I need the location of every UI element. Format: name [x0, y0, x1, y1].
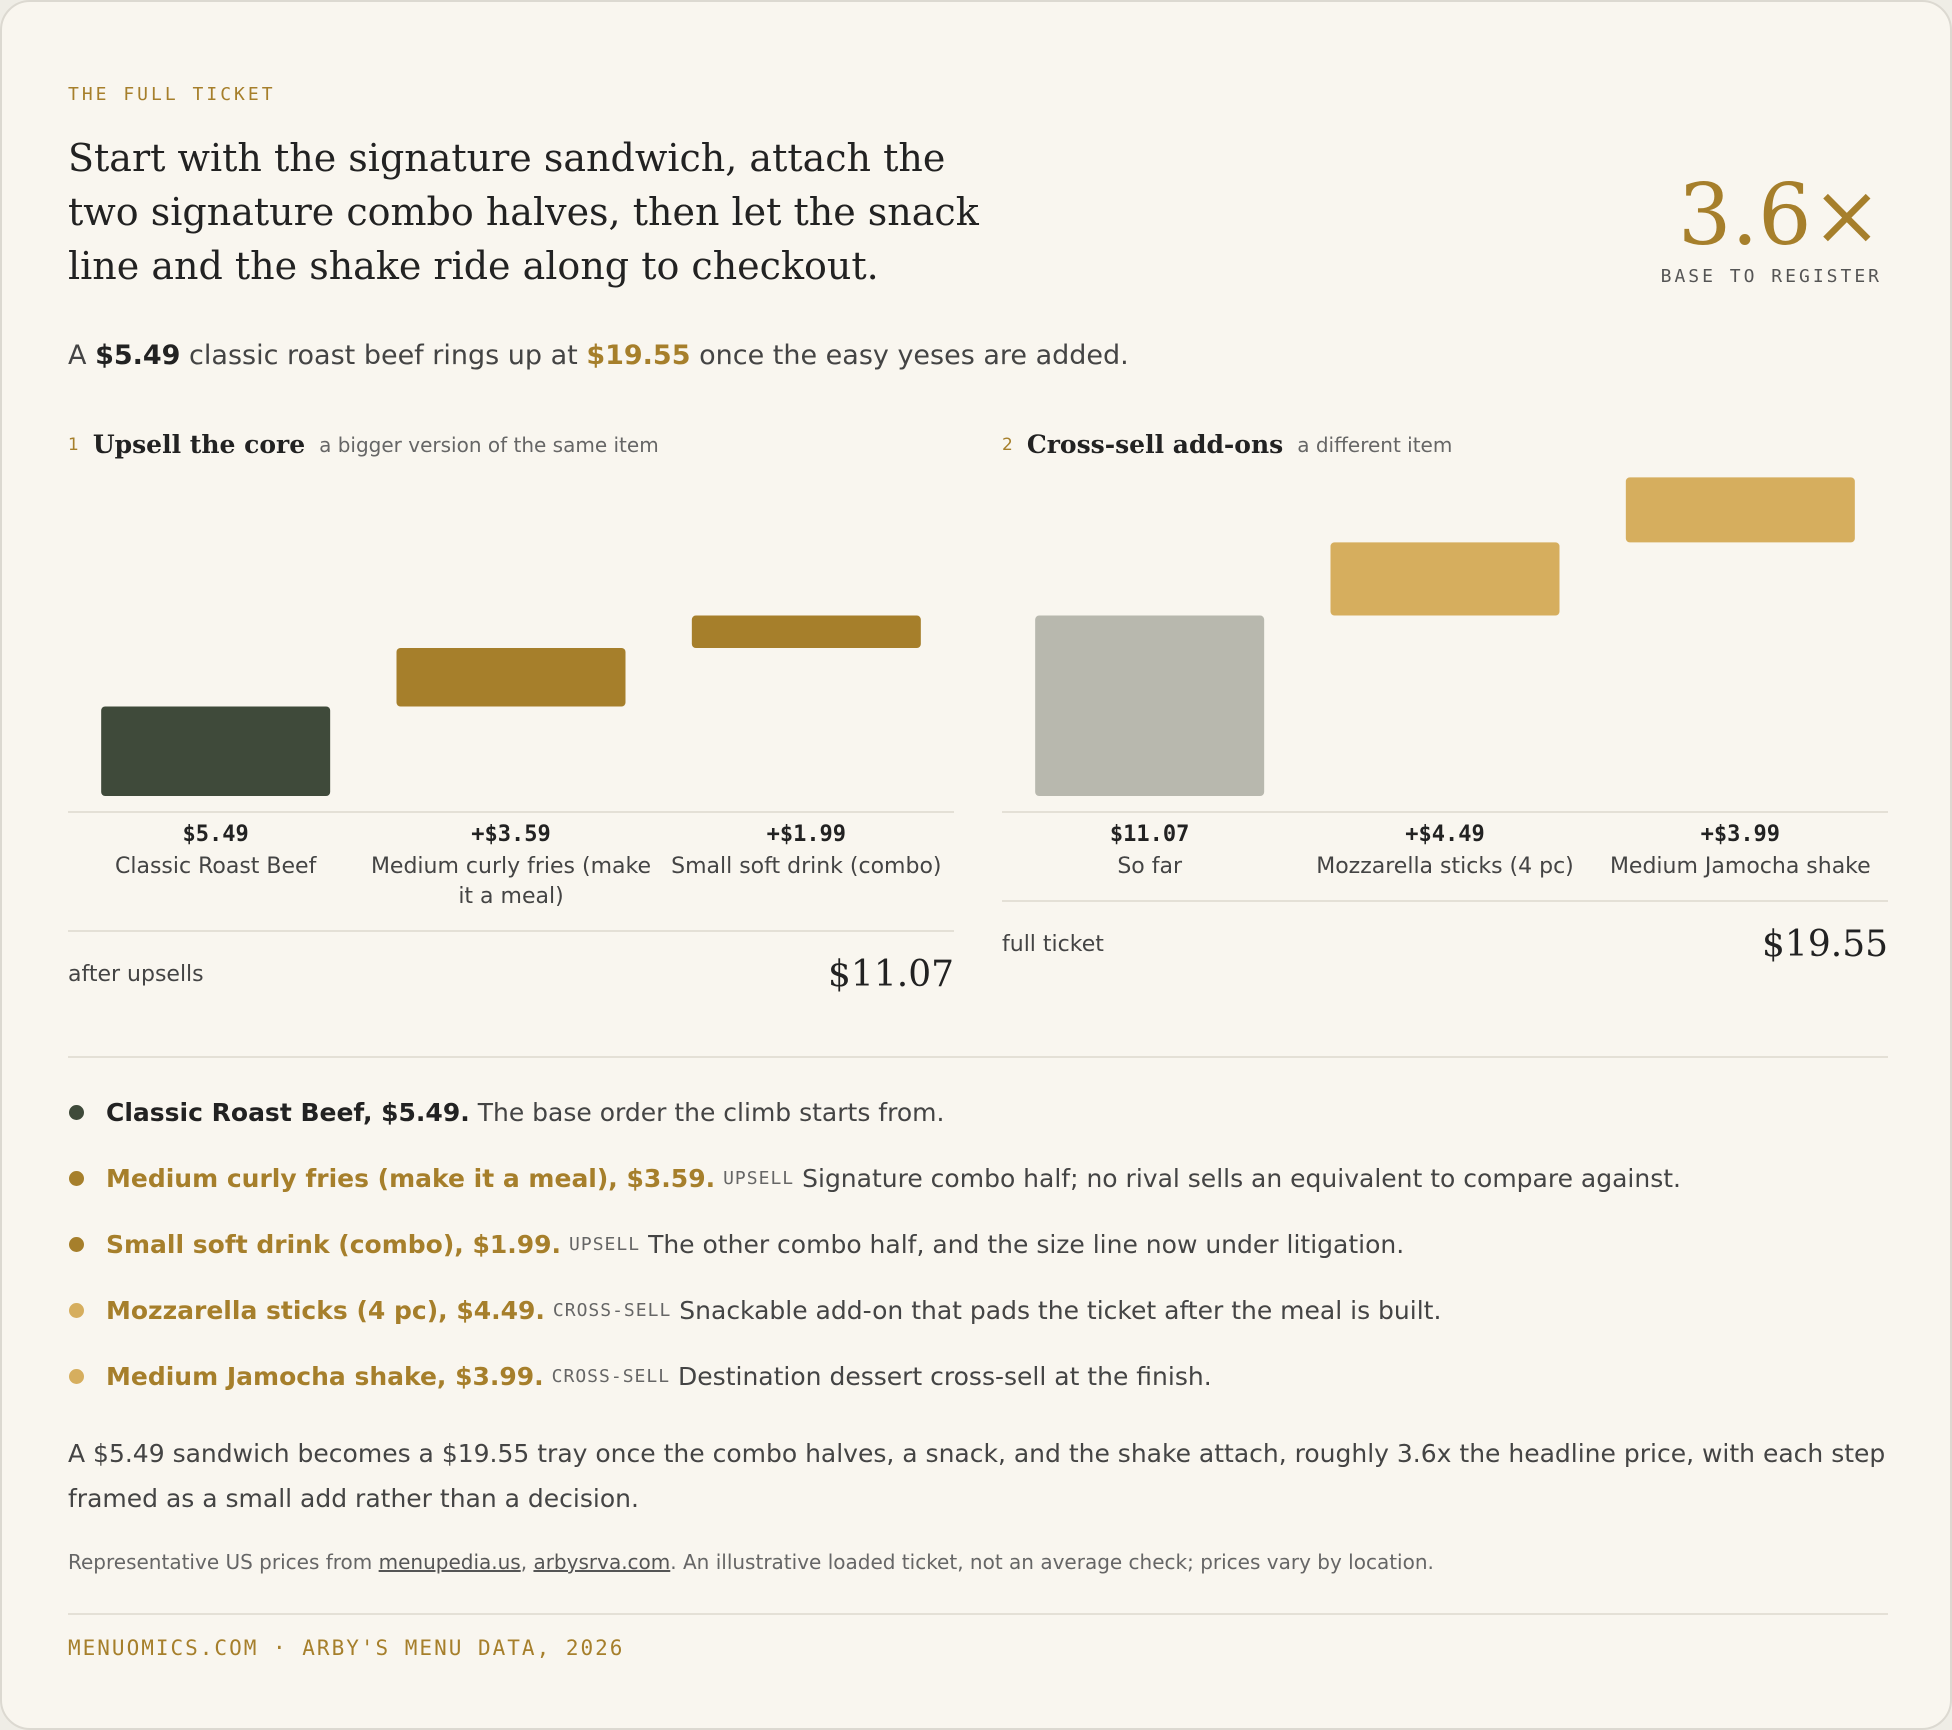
- label-column: $5.49 Classic Roast Beef: [68, 818, 363, 912]
- highlight: $5.49: [95, 340, 181, 371]
- total-row: full ticket $19.55: [1002, 902, 1888, 965]
- chart-title: Upsell the core: [92, 430, 306, 459]
- multiple: 3.6×: [1678, 166, 1882, 264]
- bar: [1035, 615, 1265, 796]
- total-value: $11.07: [828, 954, 954, 995]
- conclusion: A $5.49 sandwich becomes a $19.55 tray o…: [68, 1439, 1886, 1513]
- category-label: Classic Roast Beef: [115, 854, 317, 879]
- footer: MENUOMICS.COM · ARBY'S MENU DATA, 2026: [68, 1636, 625, 1660]
- value-label: $11.07: [1109, 822, 1190, 847]
- note-name: Medium Jamocha shake, $3.99.: [106, 1361, 544, 1391]
- note-text: Signature combo half; no rival sells an …: [802, 1163, 1681, 1193]
- category-label: Medium Jamocha shake: [1609, 854, 1871, 879]
- note-tag: UPSELL: [723, 1167, 795, 1189]
- value-label: +$3.59: [471, 822, 551, 847]
- source-link[interactable]: menupedia.us: [378, 1550, 521, 1574]
- total-name: full ticket: [1002, 932, 1104, 957]
- source-text: Representative US prices from: [68, 1550, 379, 1574]
- category-label: Small soft drink (combo): [671, 854, 942, 879]
- note-text: The base order the climb starts from.: [477, 1097, 945, 1127]
- note: Medium Jamocha shake, $3.99. CROSS-SELL De…: [68, 1343, 1888, 1409]
- bar: [691, 615, 921, 648]
- source-text: ,: [520, 1550, 534, 1574]
- chart-panel: 1 Upsell the core a bigger version of the …: [68, 427, 954, 995]
- bullet: [69, 1236, 84, 1252]
- chart-plot: [1002, 477, 1888, 813]
- note: Mozzarella sticks (4 pc), $4.49. CROSS-SE…: [68, 1277, 1888, 1343]
- notes: Classic Roast Beef, $5.49. The base order…: [68, 1079, 1888, 1409]
- note-name: Mozzarella sticks (4 pc), $4.49.: [106, 1295, 545, 1325]
- category-label: So far: [1117, 854, 1183, 879]
- eyebrow: THE FULL TICKET: [68, 84, 276, 105]
- note-tag: UPSELL: [569, 1233, 641, 1255]
- step-number: 1: [68, 434, 79, 455]
- label-column: $11.07 So far: [1002, 818, 1297, 882]
- bar: [101, 706, 331, 796]
- bullet: [69, 1170, 84, 1186]
- bar: [1330, 542, 1560, 616]
- note: Small soft drink (combo), $1.99. UPSELL Th…: [68, 1211, 1888, 1277]
- source: Representative US prices from menupedia.…: [68, 1549, 1434, 1575]
- bullet: [69, 1368, 84, 1384]
- source-text: . An illustrative loaded ticket, not an …: [670, 1550, 1434, 1574]
- note-name: Medium curly fries (make it a meal), $3.…: [106, 1163, 716, 1193]
- chart-panel: 2 Cross-sell add-ons a different item $11.0…: [1002, 427, 1888, 965]
- value-label: +$4.49: [1405, 822, 1485, 847]
- chart-header: 2 Cross-sell add-ons a different item: [1002, 427, 1888, 462]
- total-name: after upsells: [68, 962, 204, 987]
- chart-subtitle: a different item: [1297, 432, 1453, 457]
- summary-text: once the easy yeses are added.: [690, 340, 1129, 371]
- highlight: $19.55: [586, 340, 691, 371]
- bullet: [69, 1104, 84, 1120]
- note: Medium curly fries (make it a meal), $3.…: [68, 1145, 1888, 1211]
- summary: A $5.49 classic roast beef rings up at $…: [68, 339, 1129, 373]
- labels: $5.49 Classic Roast Beef +$3.59 Medium curl…: [68, 818, 954, 932]
- note-tag: CROSS-SELL: [552, 1299, 672, 1321]
- bullet: [69, 1302, 84, 1318]
- label-column: +$4.49 Mozzarella sticks (4 pc): [1297, 818, 1592, 882]
- note-name: Classic Roast Beef, $5.49.: [106, 1097, 470, 1127]
- summary-text: A: [68, 340, 96, 371]
- note: Classic Roast Beef, $5.49. The base order…: [68, 1079, 1888, 1145]
- note-text: Snackable add-on that pads the ticket af…: [679, 1295, 1442, 1325]
- summary-text: classic roast beef rings up at: [180, 340, 587, 371]
- chart-title: Cross-sell add-ons: [1026, 430, 1284, 459]
- note-name: Small soft drink (combo), $1.99.: [106, 1229, 562, 1259]
- note-text: The other combo half, and the size line …: [648, 1229, 1405, 1259]
- category-label: Mozzarella sticks (4 pc): [1316, 854, 1574, 879]
- divider: [68, 1056, 1888, 1058]
- bar: [396, 647, 626, 707]
- chart-plot: [68, 615, 954, 813]
- total-value: $19.55: [1762, 924, 1888, 965]
- bar: [1625, 477, 1855, 543]
- chart-subtitle: a bigger version of the same item: [319, 432, 659, 457]
- label-column: +$1.99 Small soft drink (combo): [659, 818, 954, 912]
- category-label: Medium curly fries (make it a meal): [370, 854, 652, 909]
- label-column: +$3.99 Medium Jamocha shake: [1593, 818, 1888, 882]
- note-text: Destination dessert cross-sell at the fi…: [678, 1361, 1212, 1391]
- value-label: +$1.99: [766, 822, 847, 847]
- charts: 1 Upsell the core a bigger version of the …: [68, 427, 1888, 995]
- value-label: $5.49: [182, 822, 249, 847]
- total-row: after upsells $11.07: [68, 932, 954, 995]
- source-link[interactable]: arbysrva.com: [533, 1550, 671, 1574]
- divider: [68, 1613, 1888, 1615]
- label-column: +$3.59 Medium curly fries (make it a meal…: [363, 818, 658, 912]
- value-label: +$3.99: [1700, 822, 1781, 847]
- chart-header: 1 Upsell the core a bigger version of the …: [68, 427, 954, 462]
- headline: Start with the signature sandwich, attac…: [68, 136, 979, 288]
- note-tag: CROSS-SELL: [551, 1365, 671, 1387]
- step-number: 2: [1002, 434, 1013, 455]
- labels: $11.07 So far +$4.49 Mozzarella sticks (4 p…: [1002, 818, 1888, 902]
- multiple-label: BASE TO REGISTER: [1660, 266, 1882, 287]
